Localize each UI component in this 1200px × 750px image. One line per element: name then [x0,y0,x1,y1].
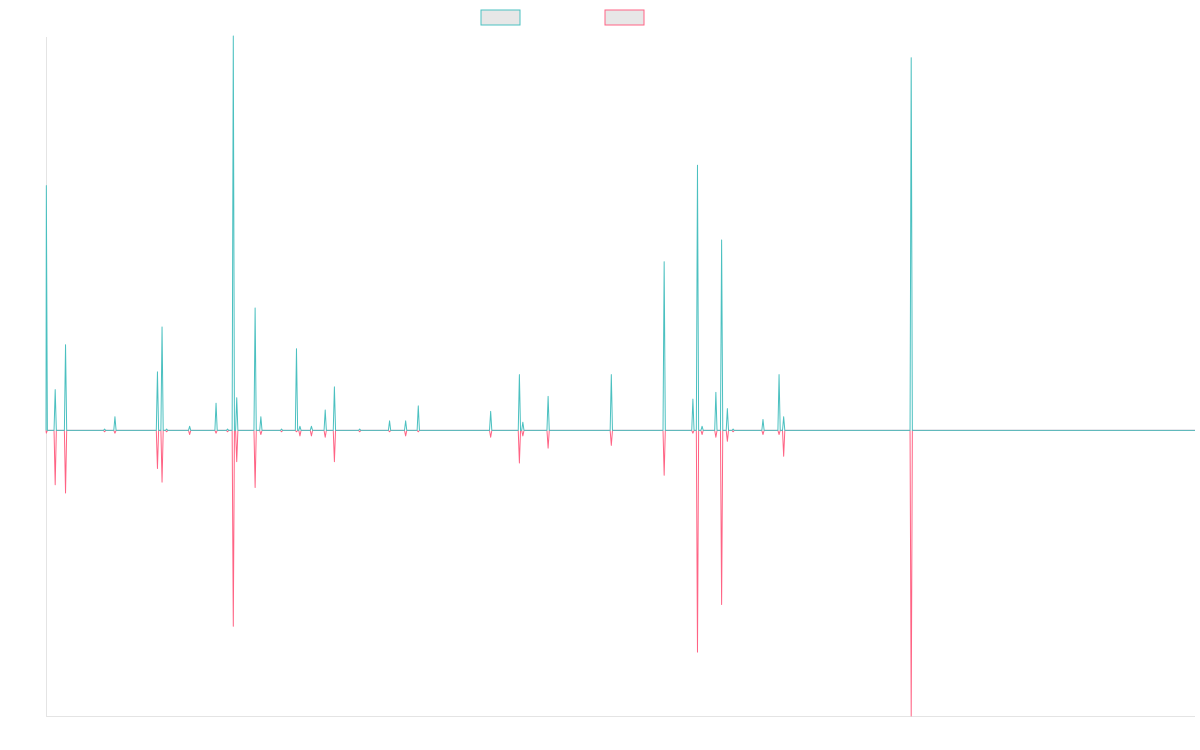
series-layer [45,35,1195,717]
legend-swatch-series-a[interactable] [480,9,521,26]
legend-swatch-series-b[interactable] [604,9,645,26]
chart-legend[interactable] [480,9,645,26]
series-b-line[interactable] [45,429,1195,717]
series-a-line[interactable] [45,35,1195,431]
